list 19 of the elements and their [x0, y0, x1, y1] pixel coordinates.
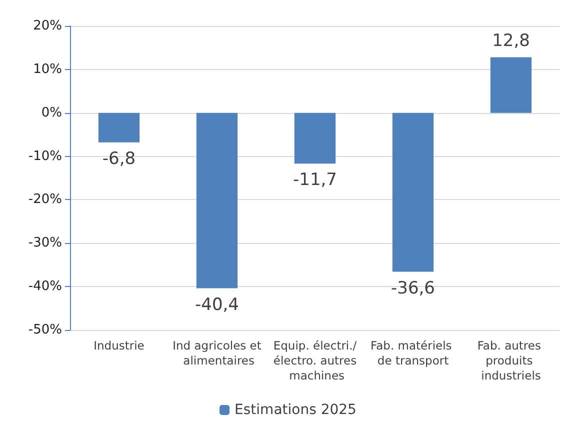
data-label: -11,7: [293, 170, 337, 190]
x-tick-label: Fab. autres produits industriels: [477, 338, 545, 382]
data-label: 12,8: [492, 30, 530, 51]
y-tick-label: 10%: [33, 62, 62, 77]
x-tick-label: Fab. matériels de transport: [370, 338, 456, 368]
x-tick-label: Industrie: [94, 338, 144, 352]
y-tick-label: -50%: [28, 322, 62, 338]
y-tick-label: -10%: [28, 148, 62, 164]
data-label: -36,6: [391, 278, 435, 298]
x-tick-label: Ind agricoles et alimentaires: [172, 338, 262, 368]
y-tick-label: -20%: [28, 192, 62, 208]
y-tick-label: 20%: [33, 18, 62, 34]
y-tick-label: 0%: [41, 105, 62, 120]
data-label: -6,8: [102, 148, 136, 169]
y-tick-label: -40%: [28, 279, 62, 294]
data-label: -40,4: [195, 294, 239, 315]
legend-label: Estimations 2025: [234, 402, 356, 418]
x-tick-label: Equip. électri./électro. autres machines: [273, 338, 357, 382]
y-tick-label: -30%: [28, 236, 62, 251]
